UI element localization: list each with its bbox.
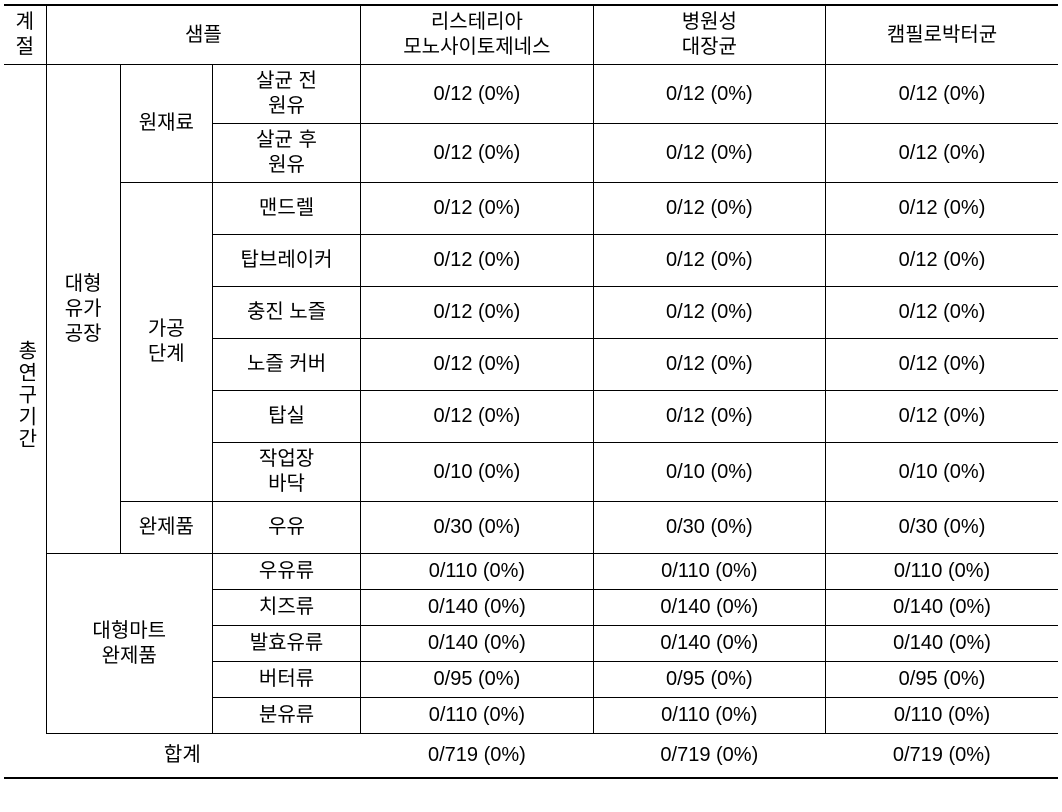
data-cell: 0/719 (0%): [593, 734, 825, 778]
stage-raw: 원재료: [120, 65, 212, 183]
data-cell: 0/110 (0%): [826, 698, 1058, 734]
sample-raw-post: 살균 후원유: [212, 124, 360, 183]
data-cell: 0/95 (0%): [361, 662, 593, 698]
data-cell: 0/12 (0%): [593, 287, 825, 339]
stage-finished: 완제품: [120, 502, 212, 554]
period-cell: 총연구기간: [4, 65, 46, 734]
header-ecoli: 병원성대장균: [593, 5, 825, 65]
header-campylo: 캠필로박터균: [826, 5, 1058, 65]
data-cell: 0/12 (0%): [361, 235, 593, 287]
factory-cell: 대형유가공장: [46, 65, 120, 554]
sample-milk: 우유: [212, 502, 360, 554]
data-cell: 0/12 (0%): [361, 183, 593, 235]
data-cell: 0/110 (0%): [593, 698, 825, 734]
sample-mart-powder: 분유류: [212, 698, 360, 734]
data-cell: 0/12 (0%): [593, 339, 825, 391]
data-cell: 0/12 (0%): [361, 65, 593, 124]
sample-raw-pre: 살균 전원유: [212, 65, 360, 124]
table-row: 총연구기간 대형유가공장 원재료 살균 전원유 0/12 (0%) 0/12 (…: [4, 65, 1058, 124]
data-cell: 0/12 (0%): [593, 183, 825, 235]
data-cell: 0/95 (0%): [593, 662, 825, 698]
stage-processing: 가공단계: [120, 183, 212, 502]
data-cell: 0/12 (0%): [593, 391, 825, 443]
data-cell: 0/110 (0%): [361, 554, 593, 590]
sample-topbreaker: 탑브레이커: [212, 235, 360, 287]
data-cell: 0/12 (0%): [361, 287, 593, 339]
data-cell: 0/110 (0%): [361, 698, 593, 734]
data-cell: 0/12 (0%): [826, 287, 1058, 339]
data-cell: 0/30 (0%): [361, 502, 593, 554]
sample-topseal: 탑실: [212, 391, 360, 443]
data-cell: 0/10 (0%): [361, 443, 593, 502]
data-cell: 0/30 (0%): [593, 502, 825, 554]
sample-floor: 작업장바닥: [212, 443, 360, 502]
total-row: 합계 0/719 (0%) 0/719 (0%) 0/719 (0%): [4, 734, 1058, 778]
data-cell: 0/12 (0%): [593, 65, 825, 124]
pathogen-table: 계절 샘플 리스테리아모노사이토제네스 병원성대장균 캠필로박터균 총연구기간 …: [4, 4, 1058, 779]
data-cell: 0/140 (0%): [593, 626, 825, 662]
total-label: 합계: [4, 734, 361, 778]
data-cell: 0/110 (0%): [826, 554, 1058, 590]
sample-mart-cheese: 치즈류: [212, 590, 360, 626]
data-cell: 0/10 (0%): [593, 443, 825, 502]
data-cell: 0/140 (0%): [826, 626, 1058, 662]
data-cell: 0/12 (0%): [361, 124, 593, 183]
data-cell: 0/12 (0%): [361, 391, 593, 443]
data-cell: 0/30 (0%): [826, 502, 1058, 554]
data-cell: 0/12 (0%): [826, 65, 1058, 124]
sample-mart-ferment: 발효유류: [212, 626, 360, 662]
header-listeria: 리스테리아모노사이토제네스: [361, 5, 593, 65]
data-cell: 0/110 (0%): [593, 554, 825, 590]
data-cell: 0/95 (0%): [826, 662, 1058, 698]
header-season: 계절: [4, 5, 46, 65]
table-row: 가공단계 맨드렐 0/12 (0%) 0/12 (0%) 0/12 (0%): [4, 183, 1058, 235]
data-cell: 0/12 (0%): [826, 183, 1058, 235]
table-row: 완제품 우유 0/30 (0%) 0/30 (0%) 0/30 (0%): [4, 502, 1058, 554]
data-cell: 0/12 (0%): [593, 124, 825, 183]
data-cell: 0/140 (0%): [361, 626, 593, 662]
sample-mart-milk: 우유류: [212, 554, 360, 590]
data-cell: 0/12 (0%): [361, 339, 593, 391]
sample-mandrel: 맨드렐: [212, 183, 360, 235]
mart-cell: 대형마트완제품: [46, 554, 212, 734]
data-cell: 0/12 (0%): [826, 124, 1058, 183]
data-cell: 0/12 (0%): [826, 339, 1058, 391]
data-cell: 0/10 (0%): [826, 443, 1058, 502]
data-cell: 0/140 (0%): [826, 590, 1058, 626]
data-cell: 0/140 (0%): [361, 590, 593, 626]
header-sample: 샘플: [46, 5, 361, 65]
sample-mart-butter: 버터류: [212, 662, 360, 698]
data-cell: 0/140 (0%): [593, 590, 825, 626]
data-cell: 0/12 (0%): [826, 391, 1058, 443]
table-row: 대형마트완제품 우유류 0/110 (0%) 0/110 (0%) 0/110 …: [4, 554, 1058, 590]
data-cell: 0/719 (0%): [826, 734, 1058, 778]
data-cell: 0/12 (0%): [593, 235, 825, 287]
data-cell: 0/719 (0%): [361, 734, 593, 778]
data-cell: 0/12 (0%): [826, 235, 1058, 287]
sample-nozzle: 충진 노즐: [212, 287, 360, 339]
period-label: 총연구기간: [11, 340, 38, 450]
sample-nozzle-cover: 노즐 커버: [212, 339, 360, 391]
